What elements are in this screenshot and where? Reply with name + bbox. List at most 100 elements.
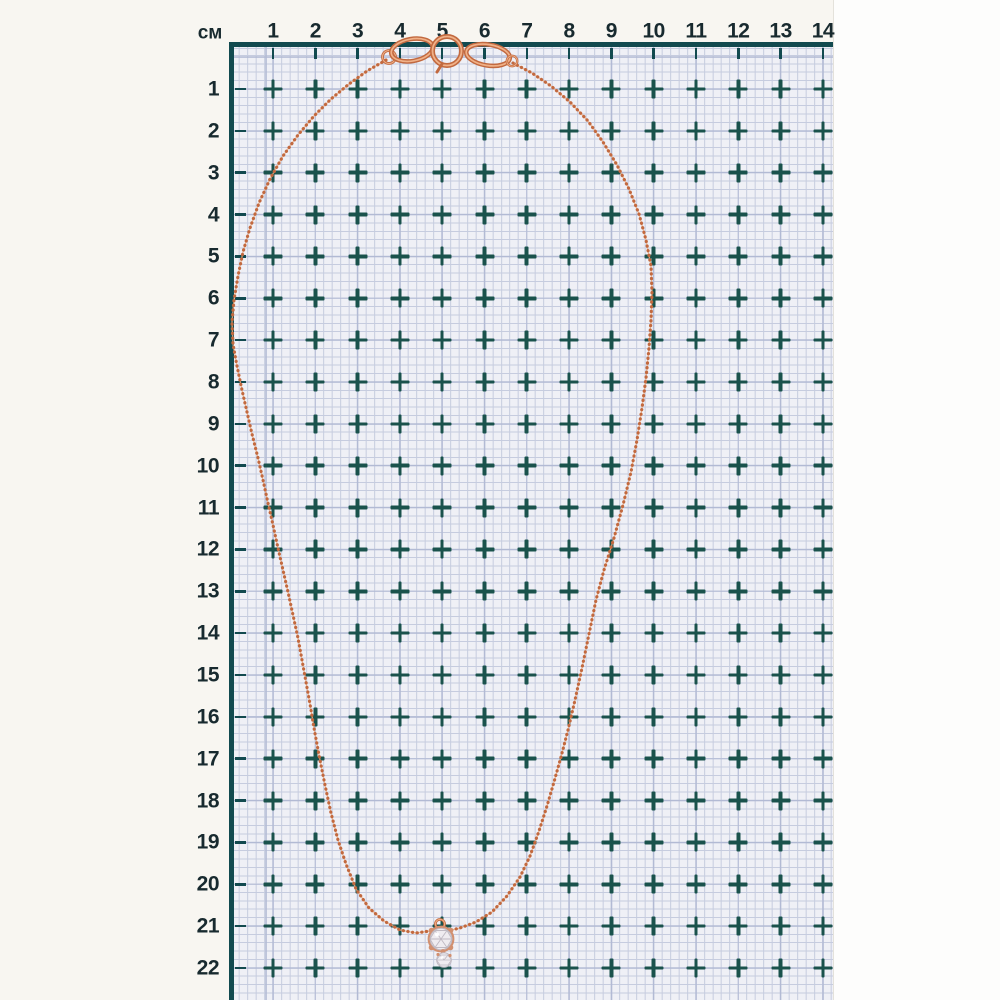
grid-plus-mark [813,749,833,769]
ruler-top-tick [356,48,359,59]
grid-plus-mark [813,916,833,936]
grid-plus-mark [559,372,579,392]
grid-plus-mark [601,498,621,518]
grid-plus-mark [390,414,410,434]
grid-plus-mark [813,707,833,727]
grid-plus-mark [432,246,452,266]
ruler-top-label: 10 [642,19,666,43]
grid-plus-mark [686,163,706,183]
grid-plus-mark [601,623,621,643]
ruler-left-tick [235,883,246,886]
grid-plus-mark [348,539,368,559]
grid-plus-mark [263,916,283,936]
grid-plus-mark [305,832,325,852]
grid-plus-mark [305,498,325,518]
grid-plus-mark [263,288,283,308]
ruler-left-label: 20 [196,872,220,896]
grid-plus-mark [644,372,664,392]
ruler-top-tick [610,48,613,59]
ruler-top-tick [737,48,740,59]
grid-plus-mark [305,121,325,141]
grid-plus-mark [390,163,410,183]
grid-plus-mark [728,163,748,183]
grid-plus-mark [390,205,410,225]
grid-plus-mark [263,205,283,225]
grid-plus-mark [686,79,706,99]
grid-plus-mark [432,330,452,350]
grid-plus-mark [517,916,537,936]
ruler-top-tick [271,48,275,59]
grid-plus-mark [432,414,452,434]
ruler-left-tick [235,338,246,342]
ruler-top-label: 13 [769,19,792,43]
ruler-left-tick [235,506,246,509]
grid-plus-mark [559,916,579,936]
grid-plus-mark [644,749,664,769]
grid-plus-mark [432,749,452,769]
grid-plus-mark [263,791,283,811]
grid-plus-mark [432,288,452,308]
grid-plus-mark [601,456,621,476]
grid-plus-mark [517,288,537,308]
grid-plus-mark [686,205,706,225]
grid-plus-mark [728,330,748,350]
grid-plus-mark [305,288,325,308]
grid-plus-mark [305,79,325,99]
grid-plus-mark [263,958,283,978]
grid-plus-mark [517,121,537,141]
ruler-left-label: 7 [207,328,220,352]
grid-plus-mark [517,205,537,225]
grid-plus-mark [390,372,410,392]
grid-plus-mark [559,498,579,518]
ruler-top-tick [694,48,698,59]
ruler-top-tick [398,48,402,59]
grid-plus-mark [771,623,791,643]
grid-plus-mark [559,121,579,141]
grid-plus-mark [686,623,706,643]
grid-plus-mark [728,121,748,141]
grid-plus-mark [390,958,410,978]
grid-plus-mark [728,456,748,476]
grid-plus-mark [601,874,621,894]
grid-plus-mark [813,581,833,601]
grid-plus-mark [517,665,537,685]
ruler-left-tick [235,464,246,468]
grid-plus-mark [517,874,537,894]
ruler-left-tick [235,213,246,216]
grid-plus-mark [559,539,579,559]
ruler-left-tick [235,715,246,719]
grid-plus-mark [601,916,621,936]
grid-plus-mark [644,288,664,308]
ruler-top-label: 7 [521,19,533,43]
grid-plus-mark [390,288,410,308]
grid-plus-mark [305,581,325,601]
grid-plus-mark [305,916,325,936]
grid-plus-mark [475,623,494,643]
grid-plus-mark [728,246,748,266]
grid-plus-mark [475,539,494,559]
ruler-left-tick [235,924,246,928]
grid-plus-mark [771,958,791,978]
grid-plus-mark [348,121,368,141]
grid-plus-mark [559,246,579,266]
grid-plus-mark [390,456,410,476]
grid-plus-mark [475,916,494,936]
grid-plus-mark [432,539,452,559]
grid-plus-mark [348,163,368,183]
grid-plus-mark [263,456,283,476]
grid-plus-mark [771,749,791,769]
grid-plus-mark [305,791,325,811]
grid-plus-mark [813,958,833,978]
grid-plus-mark [728,874,748,894]
grid-plus-mark [686,498,706,518]
grid-plus-mark [601,791,621,811]
grid-plus-mark [644,246,664,266]
grid-plus-mark [348,623,368,643]
grid-plus-mark [559,163,579,183]
grid-plus-mark [475,205,494,225]
grid-plus-mark [686,372,706,392]
ruler-left-tick [235,757,246,761]
grid-plus-mark [475,665,494,685]
grid-plus-mark [686,121,706,141]
grid-plus-mark [517,749,537,769]
